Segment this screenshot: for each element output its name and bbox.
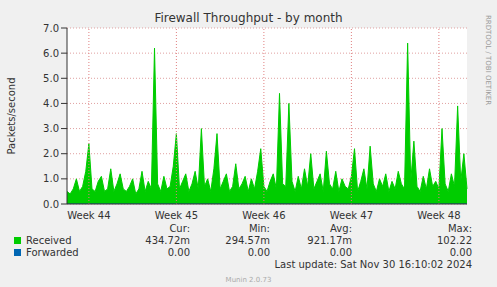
html-text:921.17m: 921.17m [307,235,352,246]
svg-text:3.0: 3.0 [43,123,59,134]
svg-text:Week 46: Week 46 [242,210,285,221]
svg-text:0.0: 0.0 [43,199,59,210]
html-text:0.00: 0.00 [247,247,270,258]
html-text:Packets/second: Packets/second [6,77,17,155]
html-text:RRDTOOL / TOBI OETIKER: RRDTOOL / TOBI OETIKER [484,14,492,106]
html-text:Max:: Max: [448,223,472,234]
html-text:Min:: Min: [248,223,270,234]
html-text:434.72m: 434.72m [145,235,190,246]
svg-text:6.0: 6.0 [43,48,59,59]
svg-text:Week 45: Week 45 [155,210,198,221]
html-text:Received: Received [26,235,72,246]
svg-text:2.0: 2.0 [43,148,59,159]
svg-text:Week 44: Week 44 [67,210,110,221]
html-text:Cur:: Cur: [169,223,190,234]
html-text:294.57m: 294.57m [225,235,270,246]
html-text:Firewall Throughput - by month: Firewall Throughput - by month [154,11,343,25]
html-text:0.00: 0.00 [449,247,472,258]
svg-text:7.0: 7.0 [43,23,59,34]
html-text:0.00: 0.00 [167,247,190,258]
svg-text:5.0: 5.0 [43,73,59,84]
svg-text:Week 47: Week 47 [330,210,373,221]
html-text:0.00: 0.00 [329,247,352,258]
svg-text:Week 48: Week 48 [417,210,460,221]
html-text:Last update: Sat Nov 30 16:10:: Last update: Sat Nov 30 16:10:02 2024 [274,259,472,270]
html-text:Forwarded: Forwarded [26,247,79,258]
html-text:Avg:: Avg: [330,223,352,234]
html-text:Munin 2.0.73: Munin 2.0.73 [225,276,272,284]
svg-text:4.0: 4.0 [43,98,59,109]
html-text:102.22: 102.22 [437,235,472,246]
svg-text:1.0: 1.0 [43,173,59,184]
